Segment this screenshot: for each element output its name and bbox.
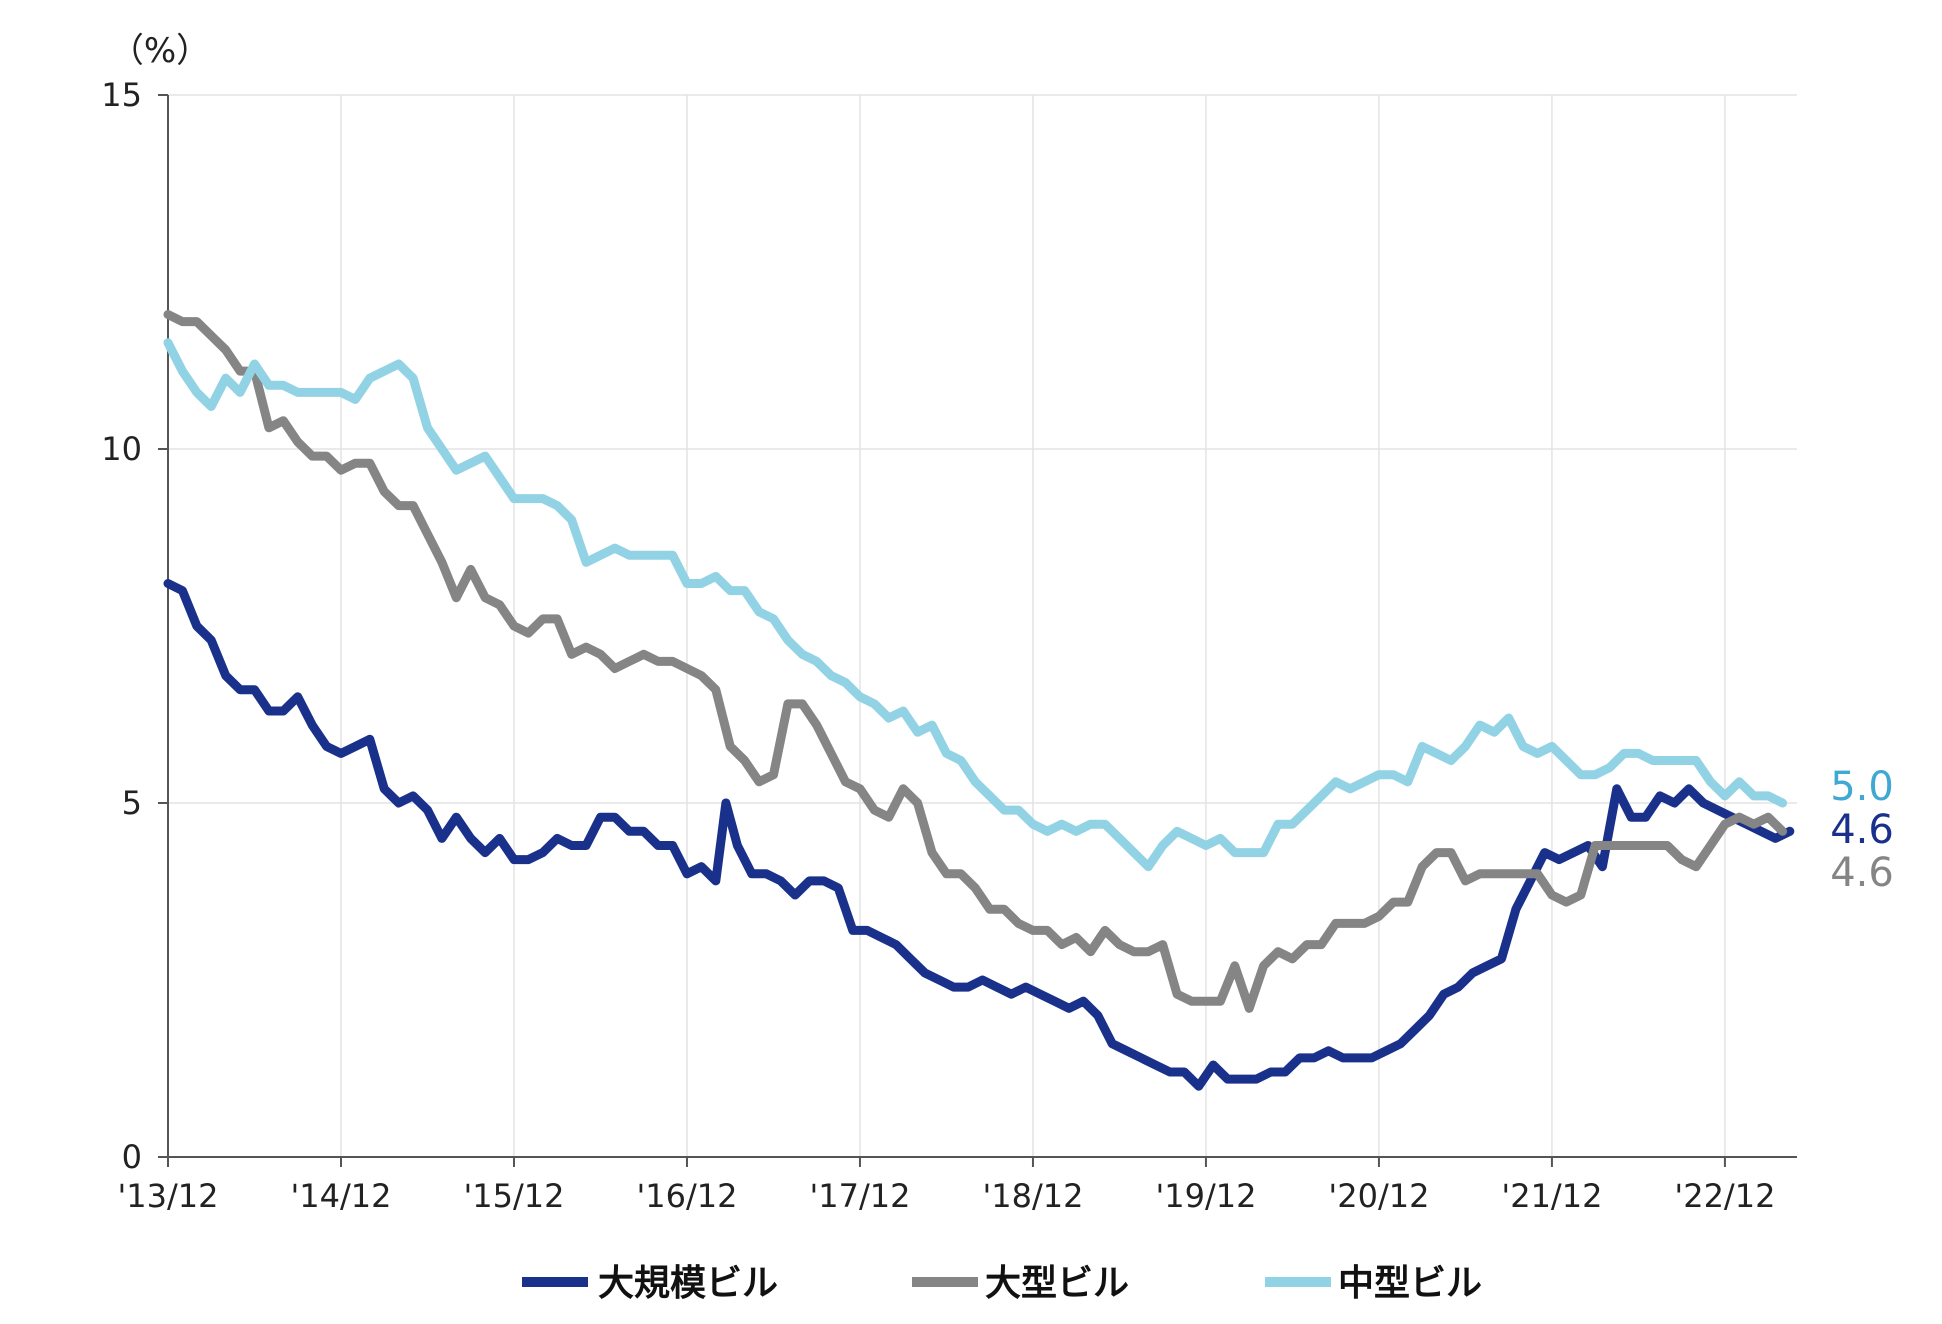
x-tick-label: '13/12 — [117, 1177, 218, 1215]
x-tick-label: '15/12 — [463, 1177, 564, 1215]
end-value-label: 4.6 — [1830, 850, 1894, 896]
gridlines — [168, 94, 1797, 1157]
y-tick-label: 5 — [122, 784, 142, 822]
series-line-0 — [163, 579, 1795, 1091]
x-tick-label: '18/12 — [982, 1177, 1083, 1215]
end-value-label: 5.0 — [1830, 764, 1894, 810]
legend-label: 中型ビル — [1338, 1263, 1482, 1304]
series-lines — [163, 310, 1795, 1091]
x-tick-label: '14/12 — [290, 1177, 391, 1215]
x-tick-label: '17/12 — [809, 1177, 910, 1215]
series-line-1 — [163, 310, 1788, 1013]
y-unit-label: （%） — [110, 31, 210, 71]
x-tick-label: '19/12 — [1155, 1177, 1256, 1215]
end-labels: 5.04.64.6 — [1830, 764, 1894, 896]
x-tick-label: '20/12 — [1328, 1177, 1429, 1215]
legend: 大規模ビル 大型ビル 中型ビル — [522, 1263, 1482, 1304]
series-line-2 — [163, 338, 1788, 872]
x-tick-label: '21/12 — [1501, 1177, 1602, 1215]
end-value-label: 4.6 — [1830, 807, 1894, 853]
y-tick-label: 15 — [101, 76, 142, 114]
legend-label: 大型ビル — [985, 1263, 1129, 1304]
axes: 0 5 10 15 （%） '13/12 '14/12 '15/12 '16/12 '17/12 '… — [101, 31, 1797, 1215]
y-tick-label: 0 — [122, 1138, 142, 1176]
y-tick-label: 10 — [101, 430, 142, 468]
x-tick-label: '22/12 — [1674, 1177, 1775, 1215]
x-tick-label: '16/12 — [636, 1177, 737, 1215]
legend-label: 大規模ビル — [598, 1263, 778, 1304]
